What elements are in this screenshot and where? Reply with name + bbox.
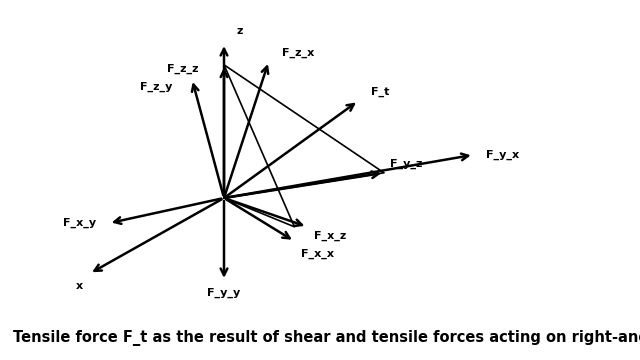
Text: F_z_z: F_z_z bbox=[167, 63, 198, 73]
Text: F_z_x: F_z_x bbox=[282, 47, 314, 58]
Text: F_t: F_t bbox=[371, 87, 390, 97]
Text: F_x_y: F_x_y bbox=[63, 218, 96, 228]
Text: z: z bbox=[237, 26, 243, 36]
Text: Tensile force F_t as the result of shear and tensile forces acting on right-angl: Tensile force F_t as the result of shear… bbox=[13, 330, 640, 346]
Text: F_x_z: F_x_z bbox=[314, 230, 346, 241]
Text: F_y_z: F_y_z bbox=[390, 159, 423, 169]
Text: F_y_x: F_y_x bbox=[486, 150, 520, 160]
Text: F_z_y: F_z_y bbox=[140, 81, 173, 91]
Text: x: x bbox=[76, 281, 83, 291]
Text: F_y_y: F_y_y bbox=[207, 288, 241, 298]
Text: F_x_x: F_x_x bbox=[301, 248, 334, 259]
